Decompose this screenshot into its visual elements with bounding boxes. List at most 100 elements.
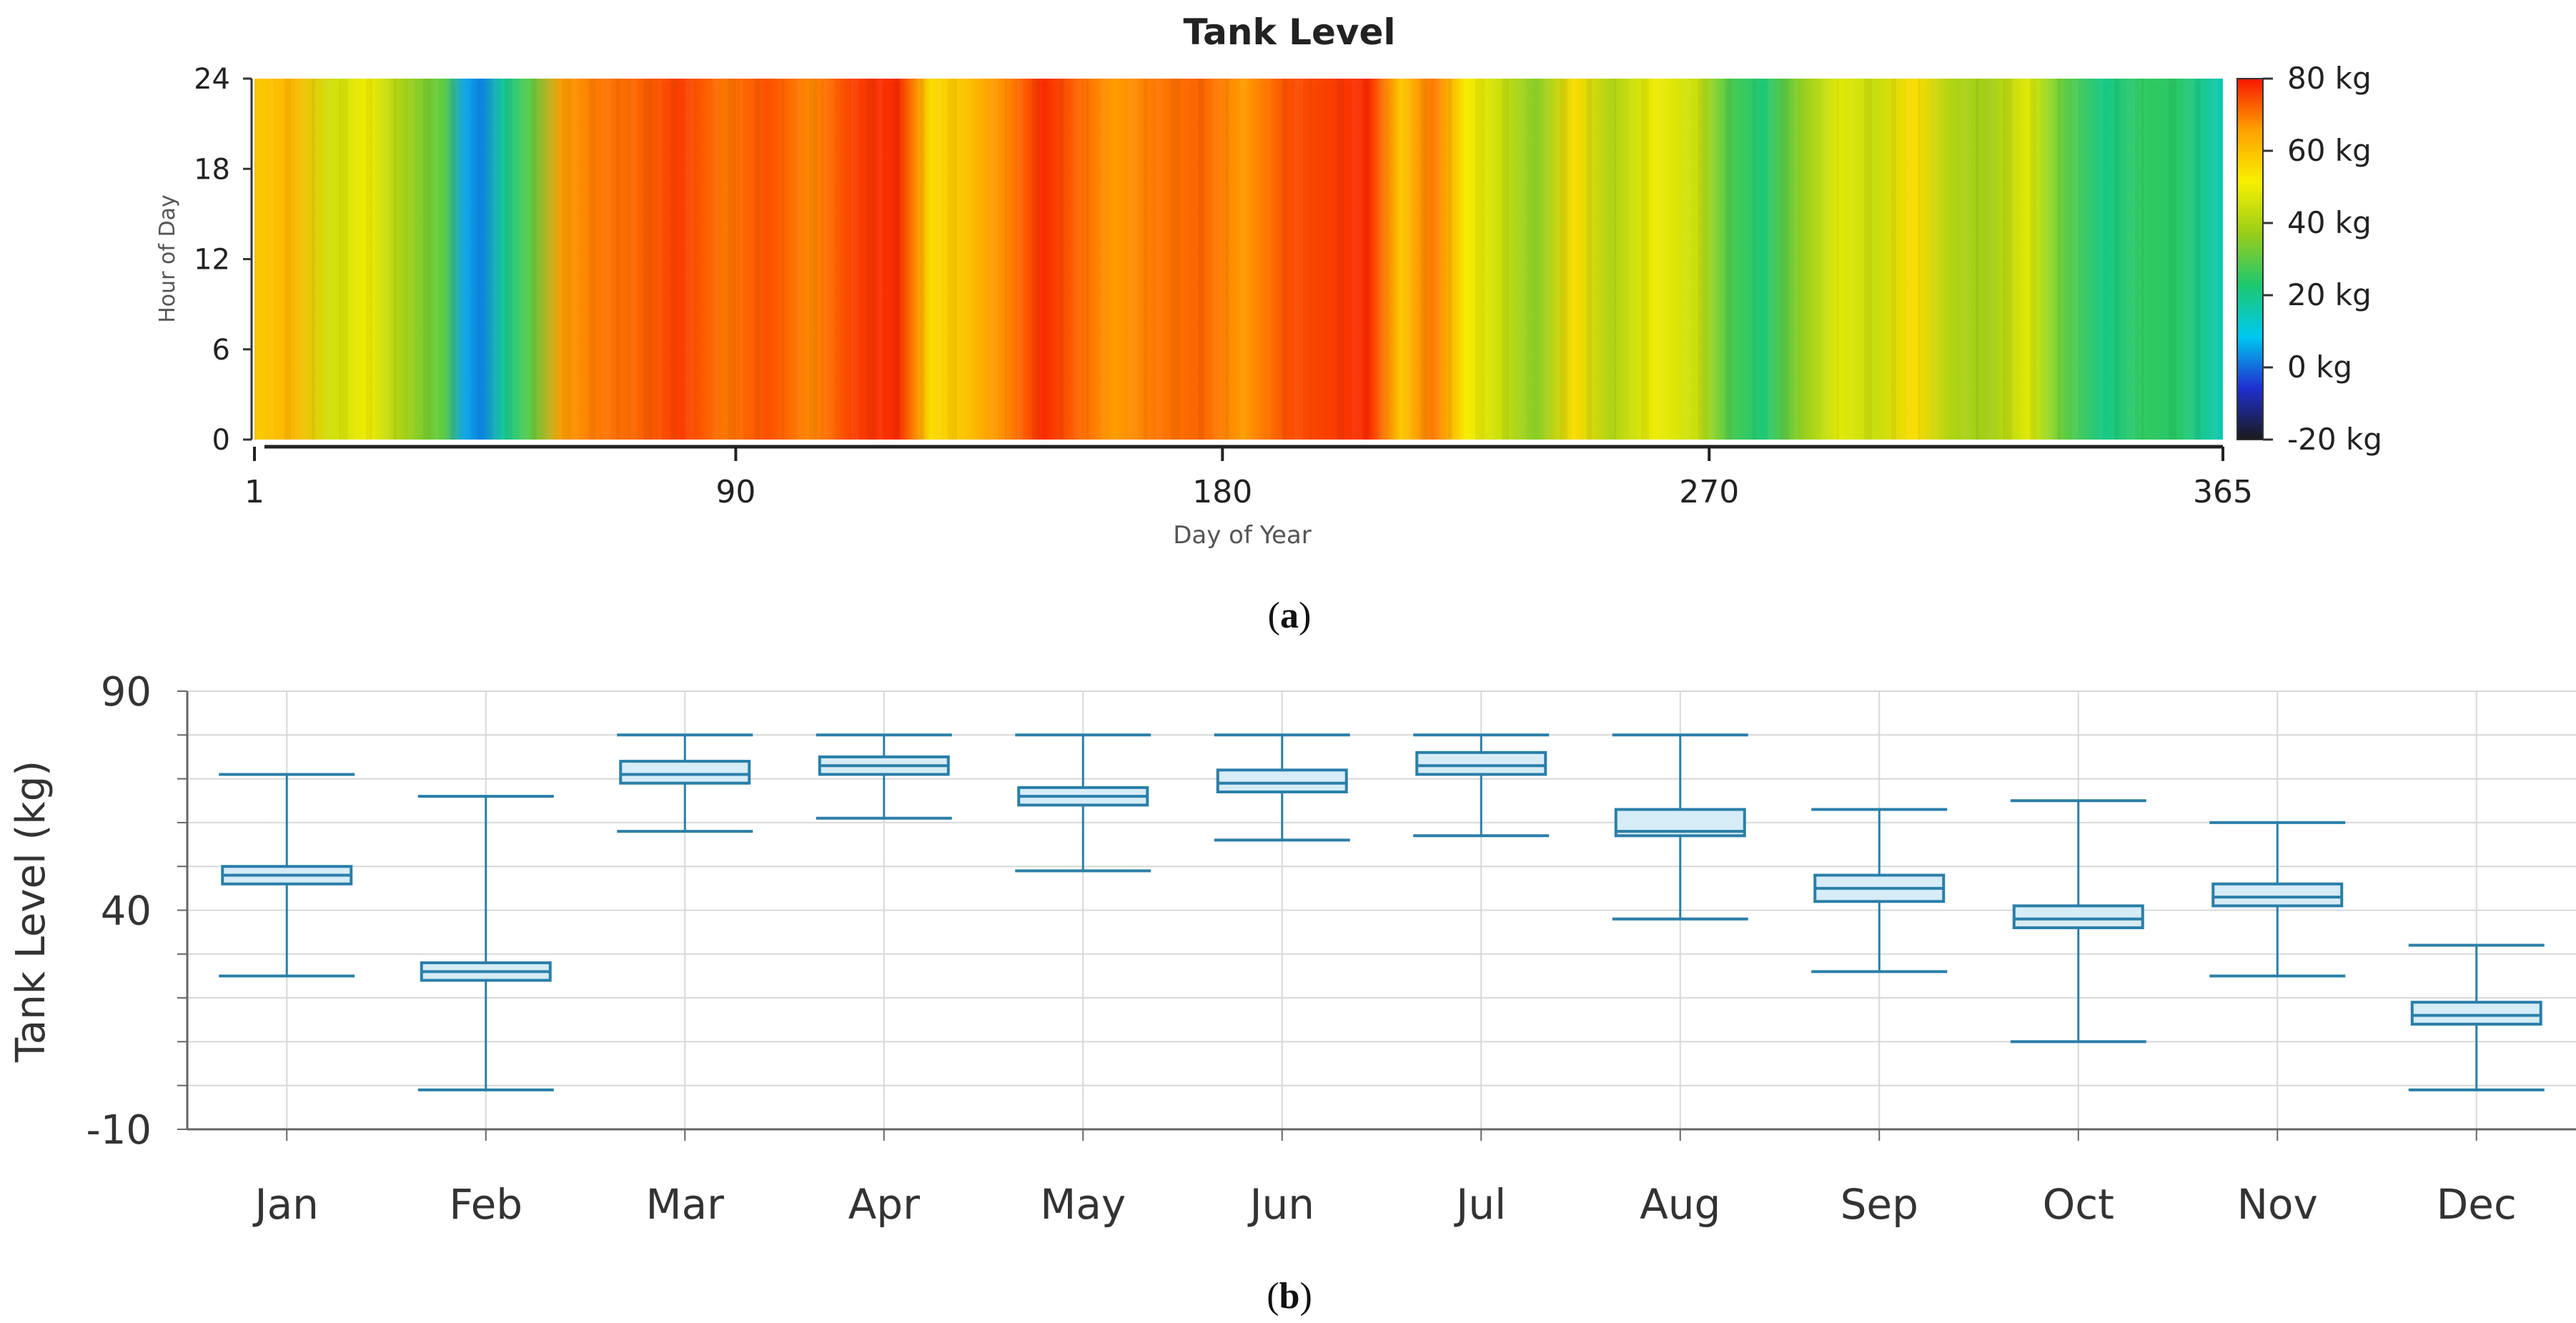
heatmap-x-ticks: 1 90 180 270 365 — [244, 447, 2253, 510]
heatmap-stripe — [1961, 79, 1971, 440]
heatmap-stripe — [574, 79, 578, 440]
heatmap-stripe — [1849, 79, 1855, 440]
boxplot-x-tick-label: May — [1040, 1180, 1126, 1229]
heatmap-stripe — [462, 79, 471, 440]
heatmap-stripe — [1629, 79, 1633, 440]
heatmap-stripe — [1502, 79, 1509, 440]
heatmap-stripe — [393, 79, 397, 440]
heatmap-stripe — [1837, 79, 1839, 440]
boxplot-y-ticks: -10 40 90 — [86, 669, 187, 1154]
heatmap-stripe — [2057, 79, 2061, 440]
heatmap-stripe — [797, 79, 801, 440]
boxplot-y-tick-label: -10 — [86, 1107, 152, 1154]
heatmap-stripe — [1587, 79, 1592, 440]
heatmap-stripe — [2184, 79, 2194, 440]
heatmap-stripe — [1225, 79, 1229, 440]
heatmap-x-tick-label: 365 — [2193, 474, 2253, 510]
heatmap-stripe — [1490, 79, 1493, 440]
heatmap-stripe — [728, 79, 735, 440]
heatmap-stripe — [1267, 79, 1270, 440]
heatmap-stripe — [948, 79, 957, 440]
heatmap-stripe — [1337, 79, 1344, 440]
heatmap-stripe — [2196, 79, 2201, 440]
boxplot-x-tick-label: Dec — [2437, 1180, 2517, 1229]
heatmap-stripe — [2030, 79, 2036, 440]
heatmap-y-tick-label: 0 — [212, 424, 230, 457]
heatmap-stripe — [2072, 79, 2078, 440]
heatmap-stripe — [1753, 79, 1756, 440]
heatmap-stripe — [324, 79, 331, 440]
heatmap-title: Tank Level — [1183, 11, 1395, 53]
heatmap-stripe — [1683, 79, 1690, 440]
colorbar-tick-label: 0 kg — [2287, 350, 2352, 385]
heatmap-stripe — [1059, 79, 1064, 440]
colorbar — [2236, 78, 2264, 440]
heatmap-stripe — [670, 79, 677, 440]
heatmap-stripe — [1822, 79, 1831, 440]
heatmap-stripe — [1795, 79, 1798, 440]
box-iqr — [1415, 750, 1547, 776]
heatmap-stripe — [505, 79, 512, 440]
box-iqr — [1216, 768, 1348, 793]
heatmap-stripe — [2126, 79, 2135, 440]
boxplot-x-tick-label: Jul — [1454, 1180, 1506, 1229]
heatmap-stripe — [1725, 79, 1732, 440]
heatmap-stripe — [2099, 79, 2102, 440]
heatmap-stripe — [963, 79, 966, 440]
heatmap-stripe — [297, 79, 307, 440]
heatmap-stripe — [921, 79, 924, 440]
box-iqr — [2211, 882, 2344, 908]
panel-label-a: (a) — [1268, 595, 1312, 636]
heatmap-y-tick-label: 18 — [194, 153, 230, 186]
box-iqr — [2012, 904, 2144, 930]
heatmap-stripe — [1086, 79, 1089, 440]
heatmap-stripe — [477, 79, 480, 440]
heatmap-stripe — [1918, 79, 1921, 440]
heatmap-stripe — [866, 79, 876, 440]
heatmap-stripe — [547, 79, 554, 440]
heatmap-y-label: Hour of Day — [155, 194, 180, 323]
heatmap-stripe — [1171, 79, 1180, 440]
heatmap-stripe — [824, 79, 834, 440]
heatmap-stripe — [782, 79, 784, 440]
heatmap-stripe — [1545, 79, 1550, 440]
heatmap-stripe — [1352, 79, 1362, 440]
colorbar-tick-label: 40 kg — [2287, 205, 2372, 240]
heatmap-stripe — [284, 79, 291, 440]
heatmap-stripe — [1448, 79, 1452, 440]
heatmap-stripe — [1768, 79, 1773, 440]
heatmap-stripe — [1309, 79, 1312, 440]
heatmap-stripe — [520, 79, 530, 440]
heatmap-y-tick-label: 24 — [194, 63, 230, 96]
heatmap-stripe — [339, 79, 348, 440]
heatmap-stripe — [1144, 79, 1147, 440]
boxplot-y-tick-label: 90 — [101, 669, 152, 715]
heatmap-stripe — [740, 79, 743, 440]
heatmap-stripe — [1906, 79, 1913, 440]
heatmap-x-tick-label: 90 — [715, 474, 756, 510]
heatmap-stripe — [450, 79, 455, 440]
heatmap-stripe — [1406, 79, 1410, 440]
heatmap-stripe — [1005, 79, 1007, 440]
boxplot-x-tick-label: Apr — [848, 1180, 920, 1229]
boxplot-x-tick-label: Feb — [449, 1180, 522, 1229]
heatmap-y-tick-label: 6 — [212, 334, 230, 367]
heatmap-stripe — [1572, 79, 1575, 440]
heatmap-y-tick-label: 12 — [194, 244, 230, 277]
heatmap-stripes — [254, 79, 2218, 440]
heatmap-x-tick-label: 1 — [244, 474, 264, 510]
heatmap-stripe — [254, 79, 257, 440]
heatmap-stripe — [1864, 79, 1872, 440]
heatmap-stripe — [354, 79, 357, 440]
heatmap-stripe — [1240, 79, 1246, 440]
heatmap-stripe — [601, 79, 611, 440]
boxplot-x-tick-label: Jan — [253, 1180, 319, 1229]
heatmap-stripe — [2003, 79, 2012, 440]
colorbar-ticks: 80 kg 60 kg 40 kg 20 kg 0 kg -20 kg — [2263, 61, 2382, 457]
heatmap-stripe — [878, 79, 883, 440]
panel-label-b: (b) — [1267, 1276, 1312, 1317]
heatmap-stripe — [685, 79, 694, 440]
heatmap-cells — [254, 79, 2223, 440]
boxplot-gridlines — [187, 690, 2576, 1130]
